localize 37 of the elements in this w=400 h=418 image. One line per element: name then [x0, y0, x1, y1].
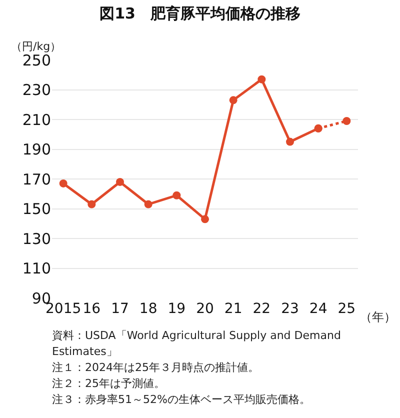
point	[314, 124, 322, 132]
y-tick-label: 90	[32, 289, 51, 308]
y-tick-label: 110	[22, 260, 51, 278]
point	[59, 179, 68, 188]
x-tick-label: 18	[139, 301, 158, 317]
x-tick-label: 23	[281, 301, 299, 317]
y-tick-label: 170	[22, 170, 51, 188]
point	[229, 96, 238, 104]
point	[116, 178, 124, 186]
text: 注１：2024年は25年３月時点の推計値。	[52, 360, 260, 376]
point	[258, 75, 266, 84]
x-tick-label: 25	[338, 301, 356, 317]
point	[172, 191, 181, 200]
point	[286, 138, 294, 146]
y-tick-label: 130	[22, 230, 51, 248]
x-axis-title: （年）	[360, 310, 396, 324]
y-tick-label: 250	[22, 51, 51, 70]
y-tick-label: 230	[22, 81, 51, 99]
x-tick-label: 22	[252, 301, 271, 317]
point	[144, 200, 152, 208]
y-tick-label: 210	[22, 110, 51, 129]
y-tick-label: 150	[22, 200, 51, 218]
x-tick-label: 16	[82, 301, 101, 317]
x-tick-label: 17	[111, 301, 129, 317]
x-tick-label: 19	[168, 301, 186, 317]
x-tick-label: 24	[309, 301, 328, 317]
x-tick-label: 20	[196, 301, 214, 317]
text: 注２：25年は予測値。	[52, 376, 166, 392]
x-tick-label: 21	[224, 301, 242, 317]
point	[88, 200, 96, 208]
point	[342, 116, 351, 125]
text: 資料：USDA「World Agricultural Supply and Demand Estimates」	[52, 328, 342, 360]
point	[201, 215, 209, 224]
chart-title: 図13 肥育豚平均価格の推移	[100, 4, 300, 23]
text: 注３：赤身率51～52%の生体ベース平均販売価格。	[52, 392, 312, 408]
y-tick-label: 190	[22, 140, 51, 158]
y-axis-title: （円/kg）	[11, 40, 62, 53]
